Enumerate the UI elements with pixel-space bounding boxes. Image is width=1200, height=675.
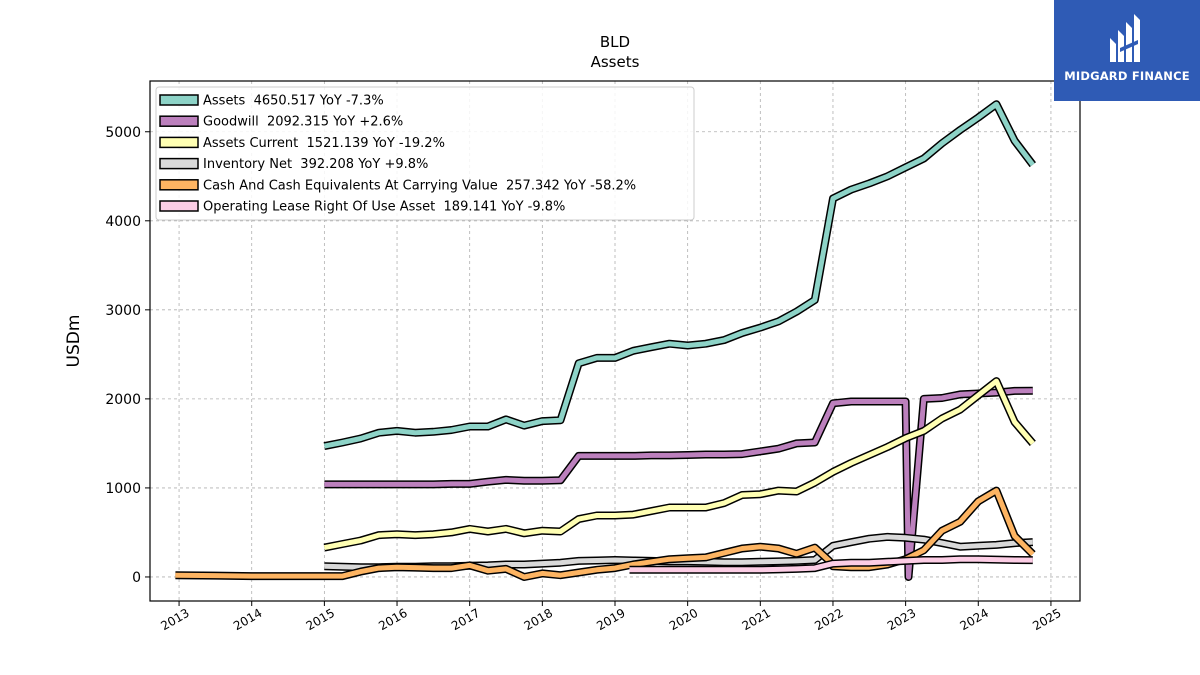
y-tick-label: 5000 bbox=[105, 125, 141, 141]
y-tick-label: 2000 bbox=[105, 392, 141, 408]
x-tick-label: 2023 bbox=[885, 606, 918, 633]
logo-text: MIDGARD FINANCE bbox=[1064, 69, 1190, 83]
x-tick-label: 2022 bbox=[812, 606, 845, 633]
x-axis: 2013 2014 2015 2016 2017 2018 2019 2020 2021 2022… bbox=[158, 601, 1064, 633]
x-tick-label: 2020 bbox=[667, 606, 700, 633]
legend-label: Operating Lease Right Of Use Asset 189.1… bbox=[203, 200, 565, 215]
x-tick-label: 2025 bbox=[1030, 606, 1063, 633]
legend-label: Goodwill 2092.315 YoY +2.6% bbox=[203, 115, 403, 130]
legend-label: Assets 4650.517 YoY -7.3% bbox=[203, 94, 384, 109]
y-axis-label: USDm bbox=[64, 315, 84, 368]
legend-swatch bbox=[159, 179, 199, 191]
x-tick-label: 2019 bbox=[594, 606, 627, 633]
x-tick-label: 2013 bbox=[158, 606, 191, 633]
series-line bbox=[323, 101, 1035, 449]
legend-swatch bbox=[159, 115, 199, 127]
chart-subtitle: Assets bbox=[591, 53, 640, 71]
y-tick-label: 1000 bbox=[105, 481, 141, 497]
legend-swatch bbox=[159, 157, 199, 170]
x-tick-label: 2024 bbox=[958, 606, 991, 633]
series-line bbox=[629, 556, 1033, 573]
legend-swatch bbox=[159, 200, 199, 212]
series-line bbox=[323, 378, 1035, 551]
legend-label: Cash And Cash Equivalents At Carrying Va… bbox=[203, 178, 636, 193]
legend-label: Inventory Net 392.208 YoY +9.8% bbox=[203, 157, 428, 172]
chart-title: BLD bbox=[600, 33, 630, 51]
legend-swatch bbox=[159, 94, 199, 106]
legend-swatch bbox=[159, 136, 199, 149]
brand-logo: MIDGARD FINANCE bbox=[1054, 0, 1200, 101]
x-tick-label: 2016 bbox=[376, 606, 409, 633]
x-tick-label: 2017 bbox=[449, 606, 482, 633]
legend-label: Assets Current 1521.139 YoY -19.2% bbox=[203, 136, 445, 151]
y-tick-label: 0 bbox=[132, 570, 141, 586]
y-tick-label: 3000 bbox=[105, 303, 141, 319]
x-tick-label: 2018 bbox=[522, 606, 555, 633]
logo-mark-icon bbox=[1110, 14, 1140, 62]
x-tick-label: 2015 bbox=[304, 606, 337, 633]
x-tick-label: 2021 bbox=[740, 606, 773, 633]
legend-box bbox=[155, 86, 695, 221]
y-tick-label: 4000 bbox=[105, 214, 141, 230]
series-line bbox=[324, 388, 1033, 580]
series-lines bbox=[175, 100, 1036, 581]
y-axis: 0 1000 2000 3000 4000 5000 bbox=[105, 125, 150, 586]
legend: Assets 4650.517 YoY -7.3% Goodwill 2092.3… bbox=[155, 86, 695, 221]
x-tick-label: 2014 bbox=[231, 606, 264, 633]
